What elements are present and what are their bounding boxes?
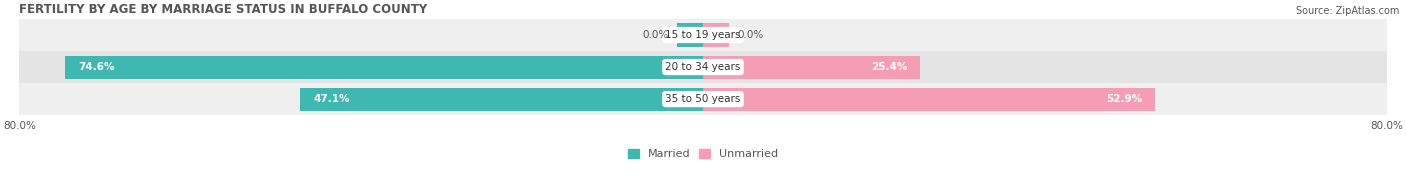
Text: 15 to 19 years: 15 to 19 years (665, 30, 741, 40)
Legend: Married, Unmarried: Married, Unmarried (623, 144, 783, 164)
Bar (65, 55, 703, 79)
Bar (703, 55, 920, 79)
Text: 52.9%: 52.9% (1107, 94, 1142, 104)
Bar (301, 88, 703, 111)
Bar (20, 51, 1386, 83)
Bar (678, 24, 703, 46)
Text: 74.6%: 74.6% (79, 62, 115, 72)
Bar (20, 19, 1386, 51)
Text: 20 to 34 years: 20 to 34 years (665, 62, 741, 72)
Text: 47.1%: 47.1% (314, 94, 350, 104)
Text: 0.0%: 0.0% (737, 30, 763, 40)
Text: 0.0%: 0.0% (643, 30, 669, 40)
Bar (703, 88, 1156, 111)
Bar (20, 83, 1386, 115)
Bar (703, 24, 728, 46)
Text: 25.4%: 25.4% (870, 62, 907, 72)
Text: FERTILITY BY AGE BY MARRIAGE STATUS IN BUFFALO COUNTY: FERTILITY BY AGE BY MARRIAGE STATUS IN B… (20, 3, 427, 16)
Text: 35 to 50 years: 35 to 50 years (665, 94, 741, 104)
Text: Source: ZipAtlas.com: Source: ZipAtlas.com (1295, 6, 1399, 16)
